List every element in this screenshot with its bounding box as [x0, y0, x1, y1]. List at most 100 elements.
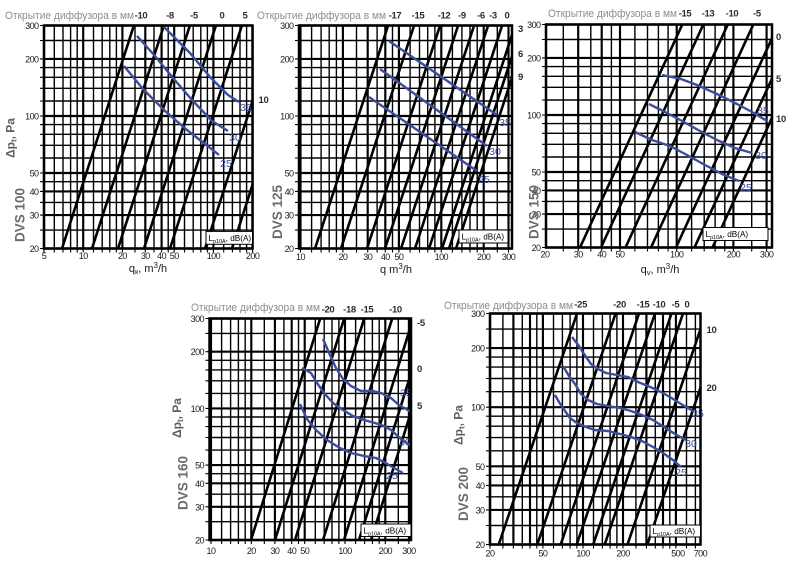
svg-text:25: 25	[478, 174, 490, 186]
svg-text:100: 100	[338, 546, 352, 556]
svg-text:50: 50	[195, 461, 204, 471]
svg-text:6: 6	[518, 49, 523, 60]
svg-text:-5: -5	[672, 300, 681, 311]
svg-text:200: 200	[527, 53, 541, 63]
svg-text:300: 300	[502, 252, 516, 262]
svg-text:30: 30	[270, 546, 279, 556]
svg-text:20: 20	[476, 540, 485, 550]
svg-text:50: 50	[300, 546, 309, 556]
svg-text:200: 200	[471, 344, 485, 354]
svg-text:30: 30	[476, 505, 485, 515]
svg-text:40: 40	[381, 252, 390, 262]
svg-text:25: 25	[386, 470, 398, 482]
svg-text:100: 100	[527, 111, 541, 121]
svg-text:9: 9	[518, 72, 523, 83]
svg-text:qv, m3/h: qv, m3/h	[641, 262, 680, 277]
svg-text:Lp10A, dB(A): Lp10A, dB(A)	[653, 527, 696, 538]
svg-text:100: 100	[576, 549, 590, 559]
svg-text:200: 200	[379, 546, 393, 556]
svg-text:DVS 160: DVS 160	[176, 456, 191, 510]
svg-text:-5: -5	[190, 11, 199, 22]
svg-text:300: 300	[471, 309, 485, 319]
svg-text:100: 100	[191, 404, 205, 414]
svg-text:50: 50	[476, 462, 485, 472]
svg-text:50: 50	[394, 252, 403, 262]
svg-text:20: 20	[30, 244, 39, 254]
svg-text:20: 20	[195, 536, 204, 546]
svg-text:300: 300	[191, 314, 205, 324]
svg-text:30: 30	[285, 211, 294, 221]
svg-text:40: 40	[285, 187, 294, 197]
svg-text:40: 40	[476, 481, 485, 491]
svg-text:30: 30	[685, 438, 697, 450]
svg-text:10: 10	[776, 114, 786, 125]
svg-text:0: 0	[417, 364, 422, 375]
svg-text:30: 30	[489, 146, 501, 158]
svg-text:10: 10	[707, 325, 717, 336]
svg-text:40: 40	[597, 250, 606, 260]
svg-text:-20: -20	[322, 305, 335, 316]
svg-text:Δpt, Pa: Δpt, Pa	[4, 118, 19, 158]
svg-text:35: 35	[757, 105, 769, 117]
svg-text:-3: -3	[489, 11, 497, 22]
svg-text:0: 0	[220, 11, 225, 22]
svg-text:Открытие диффузора в мм: Открытие диффузора в мм	[257, 10, 386, 22]
svg-text:50: 50	[532, 168, 541, 178]
svg-text:700: 700	[694, 549, 708, 559]
svg-text:25: 25	[675, 467, 687, 479]
svg-text:q m3/h: q m3/h	[380, 262, 412, 276]
svg-text:200: 200	[280, 54, 294, 64]
svg-text:DVS 125: DVS 125	[270, 184, 285, 239]
svg-text:5: 5	[42, 251, 47, 261]
svg-text:20: 20	[486, 549, 495, 559]
svg-text:-6: -6	[477, 11, 485, 22]
svg-text:Открытие диффузора в мм: Открытие диффузора в мм	[191, 302, 320, 314]
svg-text:qк, m3/h: qк, m3/h	[129, 261, 167, 276]
svg-text:10: 10	[259, 95, 269, 106]
svg-text:-10: -10	[135, 11, 148, 22]
svg-text:50: 50	[170, 251, 179, 261]
svg-text:50: 50	[538, 549, 547, 559]
svg-text:-5: -5	[417, 318, 426, 329]
svg-text:300: 300	[402, 546, 416, 556]
svg-text:3: 3	[518, 24, 523, 35]
svg-text:-17: -17	[389, 11, 402, 22]
svg-text:Δpt, Pa: Δpt, Pa	[170, 398, 185, 438]
svg-text:10: 10	[79, 251, 88, 261]
svg-text:100: 100	[670, 250, 684, 260]
svg-text:Lp10A, dB(A): Lp10A, dB(A)	[364, 526, 407, 537]
svg-text:200: 200	[191, 347, 205, 357]
svg-text:DVS 200: DVS 200	[456, 467, 471, 521]
svg-text:-12: -12	[438, 11, 451, 22]
svg-text:Открытие диффузора в мм: Открытие диффузора в мм	[5, 10, 134, 22]
svg-text:30: 30	[195, 502, 204, 512]
svg-text:Δpt, Pa: Δpt, Pa	[452, 405, 467, 445]
svg-text:20: 20	[541, 250, 550, 260]
svg-text:40: 40	[532, 186, 541, 196]
svg-text:300: 300	[25, 21, 39, 31]
svg-text:-9: -9	[458, 11, 466, 22]
svg-text:40: 40	[287, 546, 296, 556]
svg-text:-15: -15	[361, 305, 375, 316]
svg-text:100: 100	[25, 112, 39, 122]
svg-text:300: 300	[280, 21, 294, 31]
svg-text:50: 50	[616, 250, 625, 260]
svg-text:-13: -13	[702, 9, 715, 20]
svg-text:-15: -15	[679, 9, 693, 20]
svg-text:30: 30	[229, 132, 241, 144]
svg-text:35: 35	[692, 408, 704, 420]
svg-text:35: 35	[400, 388, 412, 400]
svg-text:500: 500	[671, 549, 685, 559]
svg-text:-25: -25	[574, 300, 588, 311]
svg-text:5: 5	[417, 401, 423, 412]
svg-text:300: 300	[527, 20, 541, 30]
svg-text:30: 30	[755, 150, 767, 162]
svg-text:200: 200	[477, 252, 491, 262]
svg-text:100: 100	[471, 403, 485, 413]
svg-text:50: 50	[30, 169, 39, 179]
svg-text:20: 20	[338, 252, 347, 262]
svg-text:100: 100	[435, 252, 449, 262]
svg-text:25: 25	[740, 182, 752, 194]
svg-text:-15: -15	[637, 300, 651, 311]
svg-text:20: 20	[247, 546, 256, 556]
